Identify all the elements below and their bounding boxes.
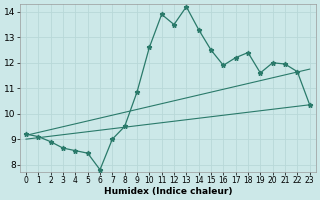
X-axis label: Humidex (Indice chaleur): Humidex (Indice chaleur) [104,187,232,196]
